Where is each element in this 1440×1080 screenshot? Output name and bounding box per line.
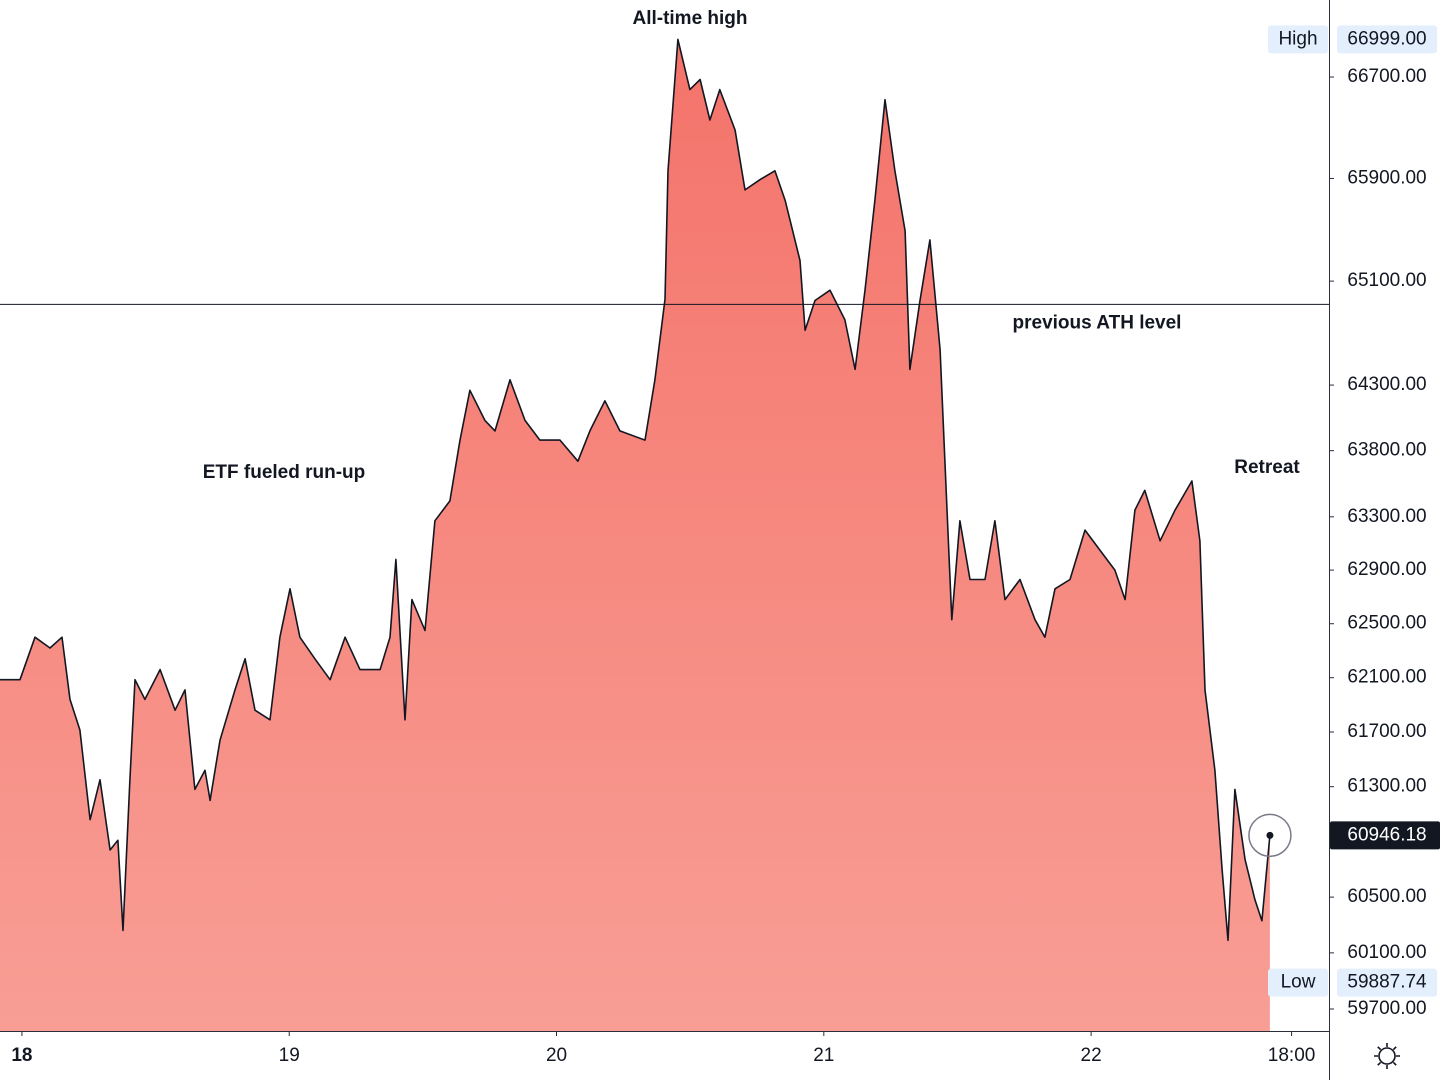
high-name-badge [1268, 25, 1328, 54]
low-name-badge [1268, 968, 1328, 997]
annotation: All-time high [632, 8, 747, 29]
x-tick-label: 21 [813, 1045, 834, 1066]
reference-line-label: previous ATH level [1013, 312, 1182, 333]
y-tick-label: 66700.00 [1347, 66, 1426, 87]
last-price-badge [1330, 821, 1440, 850]
low-name: Low [1281, 972, 1316, 993]
x-tick-label: 20 [546, 1045, 567, 1066]
high-value-badge [1337, 25, 1437, 54]
y-tick-label: 63800.00 [1347, 440, 1426, 461]
low-value: 59887.74 [1347, 972, 1427, 993]
x-tick-label: 22 [1081, 1045, 1102, 1066]
overlay: 59700.00 60100.00 60500.00 61300.00 61700.00… [11, 8, 1440, 1066]
y-tick-label: 62900.00 [1347, 559, 1426, 580]
y-tick-label: 63300.00 [1347, 506, 1426, 527]
plot-area [0, 38, 1334, 1036]
y-tick-label: 61300.00 [1347, 776, 1426, 797]
last-point [1266, 831, 1274, 839]
y-tick-label: 60500.00 [1347, 886, 1426, 907]
y-tick-label: 62100.00 [1347, 667, 1426, 688]
x-tick-label: 19 [279, 1045, 300, 1066]
annotation: Retreat [1234, 457, 1300, 478]
last-point-ring [1248, 813, 1292, 858]
high-name: High [1278, 28, 1317, 49]
x-tick-label: 18 [11, 1045, 32, 1066]
y-tick-label: 65100.00 [1347, 270, 1426, 291]
low-value-badge [1337, 968, 1437, 997]
y-tick-label: 64300.00 [1347, 374, 1426, 395]
price-line [0, 38, 1271, 942]
annotation: ETF fueled run-up [203, 462, 366, 483]
y-tick-label: 61700.00 [1347, 721, 1426, 742]
y-tick-label: 60100.00 [1347, 942, 1426, 963]
y-tick-label: 65900.00 [1347, 167, 1426, 188]
x-tick-label: 18:00 [1268, 1045, 1316, 1066]
y-tick-label: 59700.00 [1347, 998, 1426, 1019]
area-fill [0, 39, 1270, 1031]
high-value: 66999.00 [1347, 28, 1426, 49]
y-tick-label: 62500.00 [1347, 613, 1426, 634]
settings-icon[interactable] [1374, 1043, 1400, 1069]
last-price-label: 60946.18 [1347, 824, 1426, 845]
